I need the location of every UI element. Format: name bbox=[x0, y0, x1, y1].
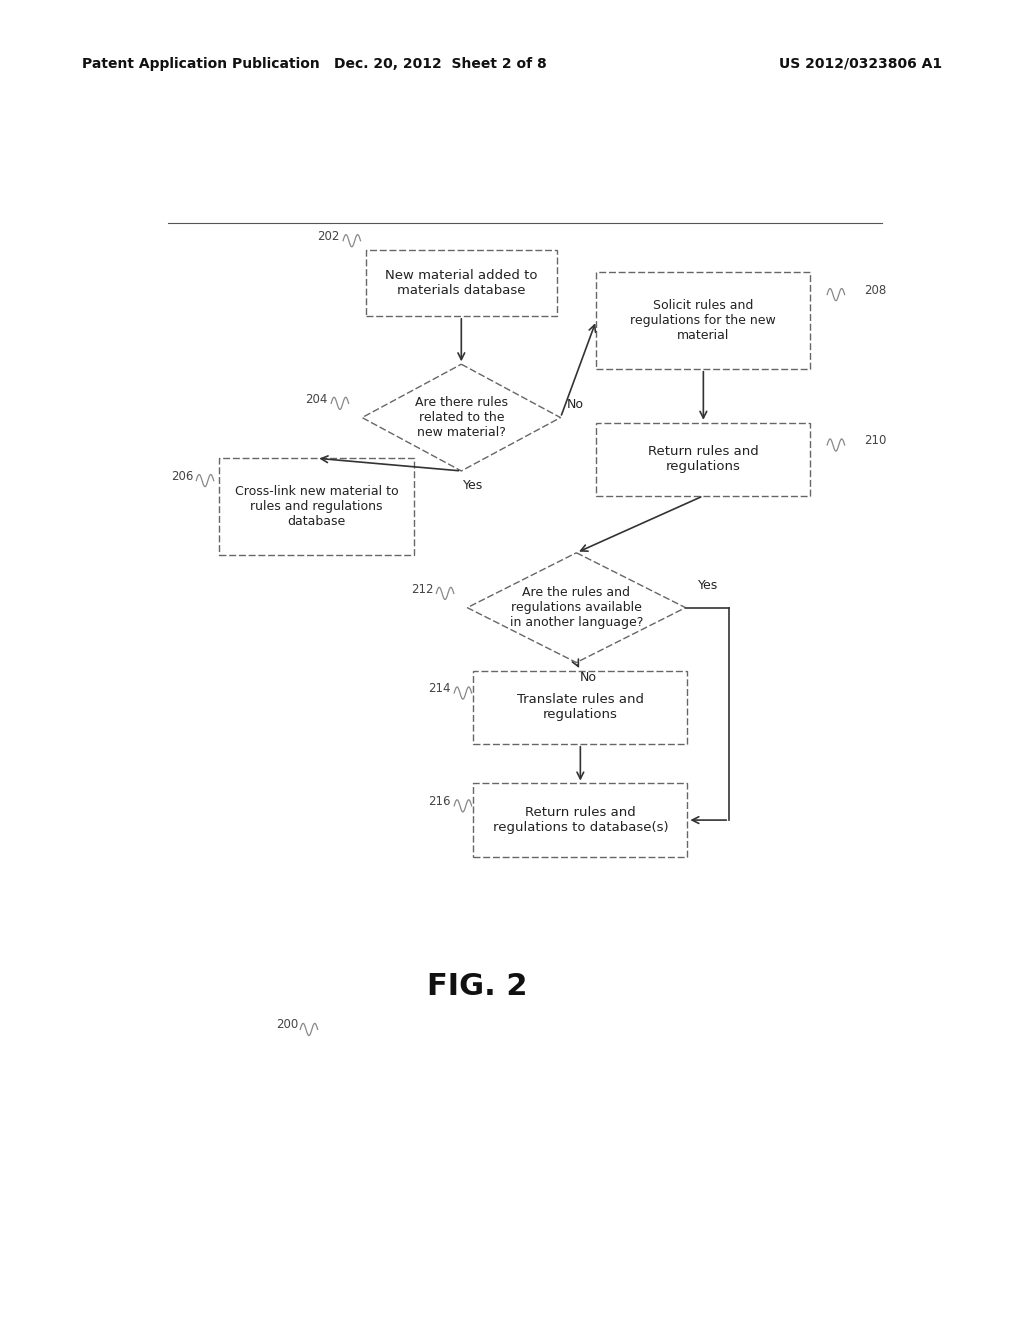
Text: Return rules and
regulations to database(s): Return rules and regulations to database… bbox=[493, 807, 669, 834]
FancyBboxPatch shape bbox=[596, 422, 811, 496]
Text: 206: 206 bbox=[171, 470, 194, 483]
Text: Return rules and
regulations: Return rules and regulations bbox=[648, 445, 759, 474]
Text: 202: 202 bbox=[317, 230, 340, 243]
FancyBboxPatch shape bbox=[219, 458, 414, 554]
FancyBboxPatch shape bbox=[596, 272, 811, 368]
Text: Are the rules and
regulations available
in another language?: Are the rules and regulations available … bbox=[510, 586, 643, 630]
Text: Solicit rules and
regulations for the new
material: Solicit rules and regulations for the ne… bbox=[631, 300, 776, 342]
FancyBboxPatch shape bbox=[367, 249, 557, 315]
FancyBboxPatch shape bbox=[473, 784, 687, 857]
Text: Are there rules
related to the
new material?: Are there rules related to the new mater… bbox=[415, 396, 508, 440]
Text: No: No bbox=[580, 671, 597, 684]
Text: New material added to
materials database: New material added to materials database bbox=[385, 269, 538, 297]
Text: FIG. 2: FIG. 2 bbox=[427, 973, 527, 1002]
Text: Translate rules and
regulations: Translate rules and regulations bbox=[517, 693, 644, 721]
Text: 210: 210 bbox=[863, 434, 886, 447]
Text: 204: 204 bbox=[305, 393, 328, 405]
Text: 200: 200 bbox=[276, 1018, 299, 1031]
Text: Cross-link new material to
rules and regulations
database: Cross-link new material to rules and reg… bbox=[234, 484, 398, 528]
Polygon shape bbox=[362, 364, 560, 471]
Text: No: No bbox=[567, 397, 584, 411]
Text: 216: 216 bbox=[428, 795, 451, 808]
Text: Dec. 20, 2012  Sheet 2 of 8: Dec. 20, 2012 Sheet 2 of 8 bbox=[334, 57, 547, 71]
Text: 214: 214 bbox=[428, 682, 451, 696]
Text: 212: 212 bbox=[411, 583, 433, 595]
Text: 208: 208 bbox=[863, 284, 886, 297]
Text: Patent Application Publication: Patent Application Publication bbox=[82, 57, 319, 71]
Text: Yes: Yes bbox=[697, 579, 718, 593]
Polygon shape bbox=[467, 553, 685, 663]
Text: Yes: Yes bbox=[463, 479, 483, 492]
FancyBboxPatch shape bbox=[473, 671, 687, 744]
Text: US 2012/0323806 A1: US 2012/0323806 A1 bbox=[779, 57, 942, 71]
